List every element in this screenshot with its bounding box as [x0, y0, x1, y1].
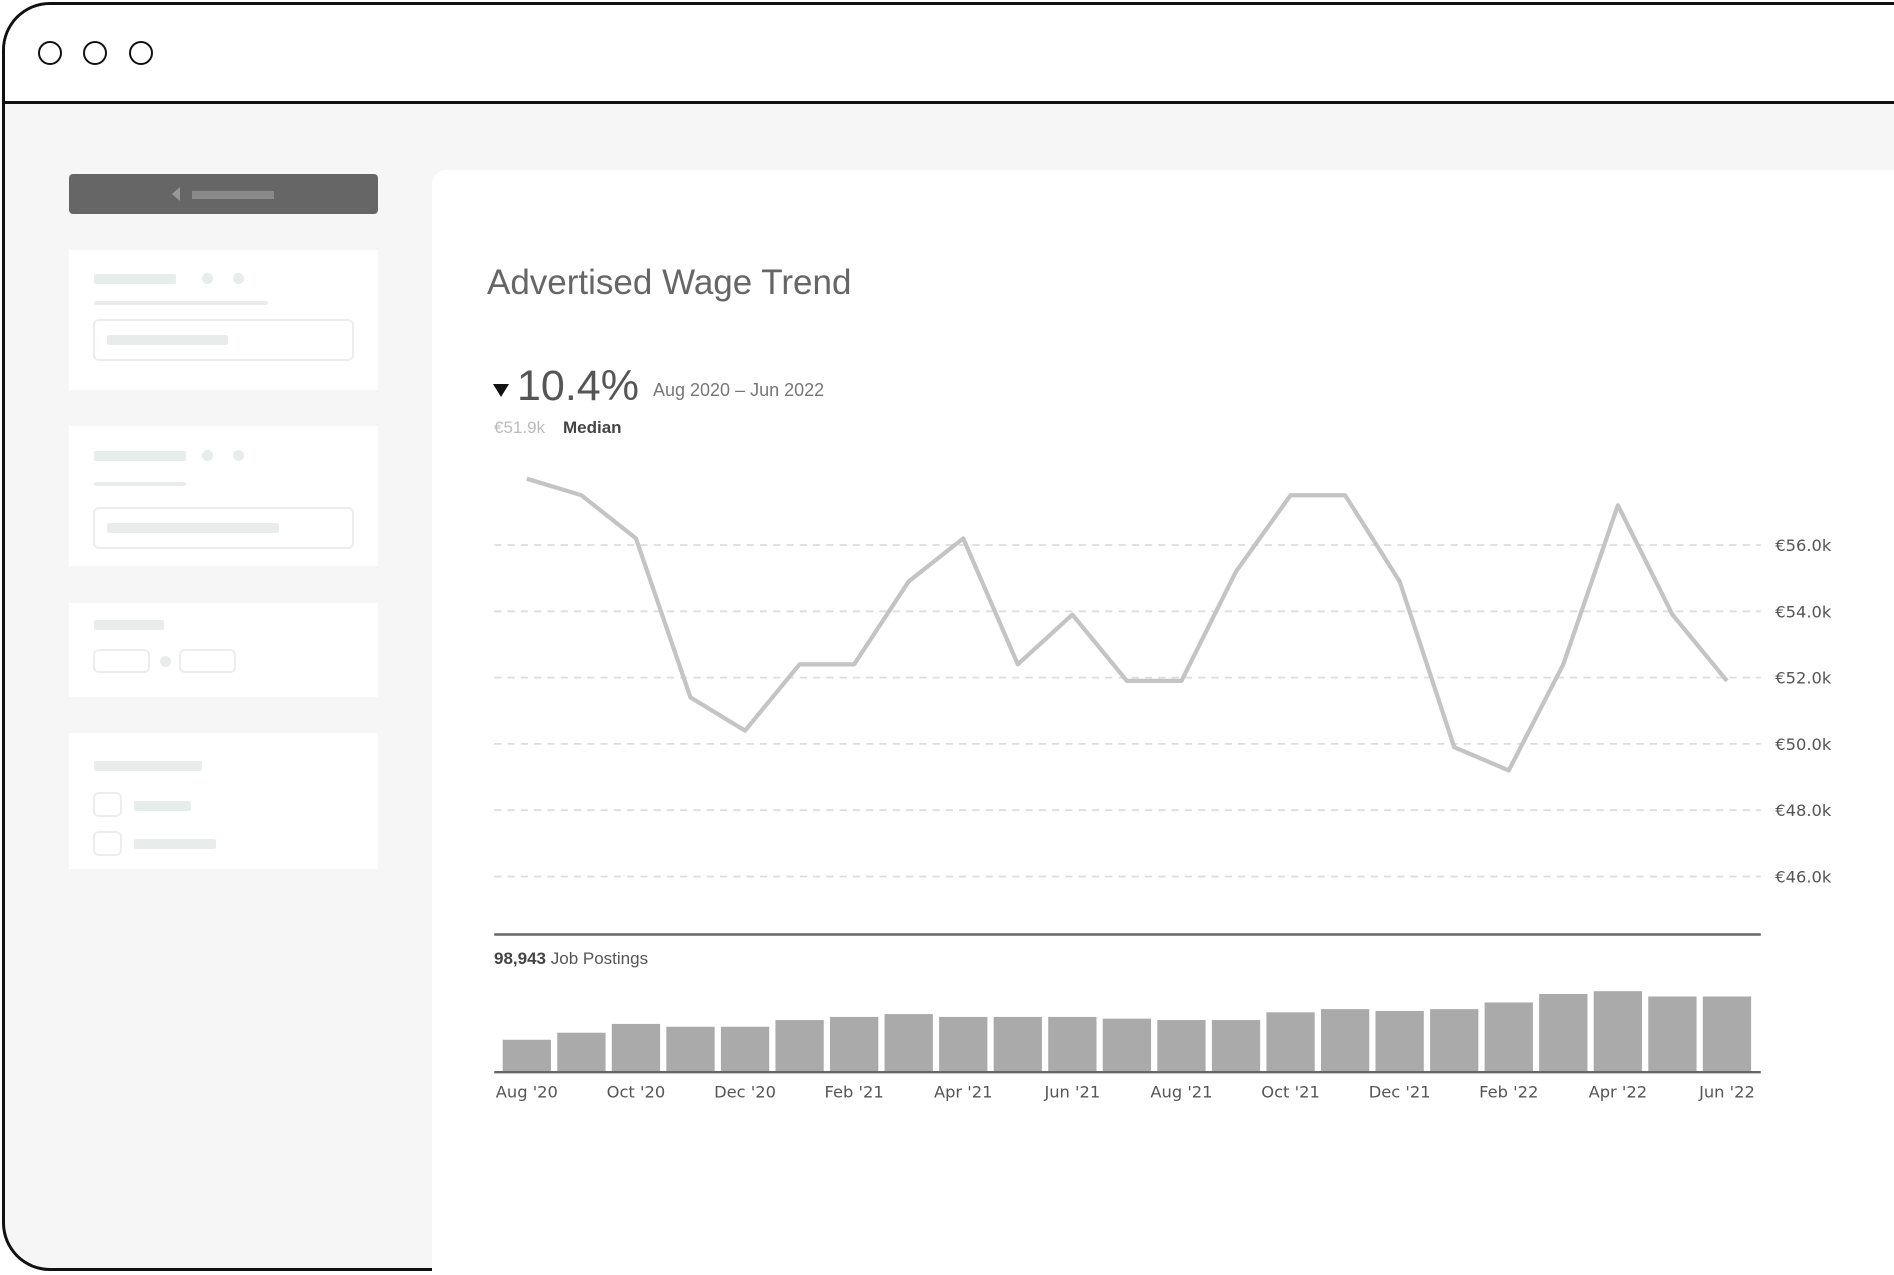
- back-button-placeholder: [192, 191, 274, 199]
- job-postings-text: Job Postings: [550, 949, 649, 968]
- postings-bar: [1102, 1018, 1152, 1073]
- x-tick-label: Aug '20: [496, 1083, 558, 1102]
- y-tick-label: €54.0k: [1775, 602, 1832, 621]
- page-title: Advertised Wage Trend: [487, 263, 852, 302]
- postings-bar: [939, 1016, 988, 1073]
- placeholder-dot: [202, 273, 213, 284]
- job-postings-count: 98,943: [494, 949, 546, 968]
- placeholder-dot: [160, 656, 171, 667]
- x-tick-label: Jun '21: [1043, 1083, 1100, 1102]
- y-tick-label: €50.0k: [1775, 735, 1832, 754]
- placeholder-dot: [233, 273, 244, 284]
- placeholder-dot: [233, 450, 244, 461]
- postings-bar: [557, 1032, 606, 1073]
- postings-bar: [775, 1020, 824, 1073]
- y-tick-label: €48.0k: [1775, 801, 1832, 820]
- filter-panel: [69, 250, 378, 390]
- median-label: Median: [563, 418, 622, 437]
- postings-bar: [993, 1016, 1042, 1073]
- y-tick-label: €56.0k: [1775, 536, 1832, 555]
- y-tick-label: €52.0k: [1775, 669, 1832, 688]
- change-percent: 10.4%: [517, 362, 639, 410]
- placeholder-bar: [94, 761, 202, 771]
- title-bar: [5, 5, 1894, 104]
- placeholder-bar: [94, 482, 186, 486]
- x-tick-label: Feb '21: [825, 1083, 884, 1102]
- postings-bar: [502, 1039, 551, 1073]
- range-min-input[interactable]: [93, 649, 150, 673]
- y-tick-label: €46.0k: [1775, 868, 1832, 887]
- postings-bar: [1539, 994, 1588, 1073]
- chevron-left-icon: [172, 187, 180, 201]
- postings-bar: [1702, 996, 1752, 1073]
- placeholder-bar: [134, 839, 216, 849]
- placeholder-bar: [94, 620, 164, 630]
- x-tick-label: Apr '22: [1589, 1083, 1648, 1102]
- x-tick-label: Dec '21: [1369, 1083, 1431, 1102]
- x-tick-label: Aug '21: [1150, 1083, 1212, 1102]
- x-tick-label: Dec '20: [714, 1083, 776, 1102]
- postings-bar: [666, 1026, 715, 1073]
- placeholder-bar: [107, 523, 279, 533]
- x-tick-label: Apr '21: [934, 1083, 993, 1102]
- postings-bar: [1211, 1020, 1261, 1073]
- postings-bar: [720, 1026, 770, 1073]
- x-tick-label: Jun '22: [1698, 1083, 1755, 1102]
- postings-bar: [1430, 1009, 1479, 1073]
- postings-bar: [1593, 991, 1643, 1073]
- close-window-button[interactable]: [38, 41, 62, 65]
- postings-bar: [1320, 1009, 1370, 1073]
- chart-card: [432, 170, 1894, 1273]
- filter-input[interactable]: [93, 319, 354, 361]
- filter-input[interactable]: [93, 507, 354, 549]
- range-panel: [69, 603, 378, 697]
- postings-bar: [1375, 1010, 1424, 1073]
- median-value: €51.9k: [494, 418, 546, 437]
- x-tick-label: Oct '21: [1261, 1083, 1320, 1102]
- placeholder-bar: [94, 451, 186, 461]
- postings-bar: [1157, 1020, 1206, 1073]
- back-button[interactable]: [69, 174, 378, 214]
- x-tick-label: Oct '20: [607, 1083, 666, 1102]
- maximize-window-button[interactable]: [129, 41, 153, 65]
- down-arrow-icon: [493, 384, 509, 397]
- postings-bar: [611, 1023, 661, 1073]
- postings-bar: [829, 1016, 879, 1073]
- filter-panel: [69, 426, 378, 566]
- postings-bar: [1484, 1002, 1533, 1073]
- postings-bar: [1048, 1016, 1097, 1073]
- range-max-input[interactable]: [179, 649, 236, 673]
- minimize-window-button[interactable]: [83, 41, 107, 65]
- placeholder-bar: [94, 274, 176, 284]
- job-postings-label: 98,943 Job Postings: [494, 949, 648, 969]
- placeholder-dot: [202, 450, 213, 461]
- checkbox-panel: [69, 733, 378, 869]
- postings-bar: [1266, 1012, 1315, 1073]
- placeholder-bar: [134, 801, 191, 811]
- date-range: Aug 2020 – Jun 2022: [653, 380, 825, 400]
- checkbox[interactable]: [93, 831, 122, 856]
- checkbox[interactable]: [93, 792, 122, 817]
- postings-bar: [884, 1014, 933, 1073]
- wage-line: [526, 476, 1729, 773]
- placeholder-bar: [94, 301, 268, 305]
- postings-bar: [1648, 996, 1697, 1073]
- placeholder-bar: [107, 335, 228, 345]
- x-tick-label: Feb '22: [1479, 1083, 1538, 1102]
